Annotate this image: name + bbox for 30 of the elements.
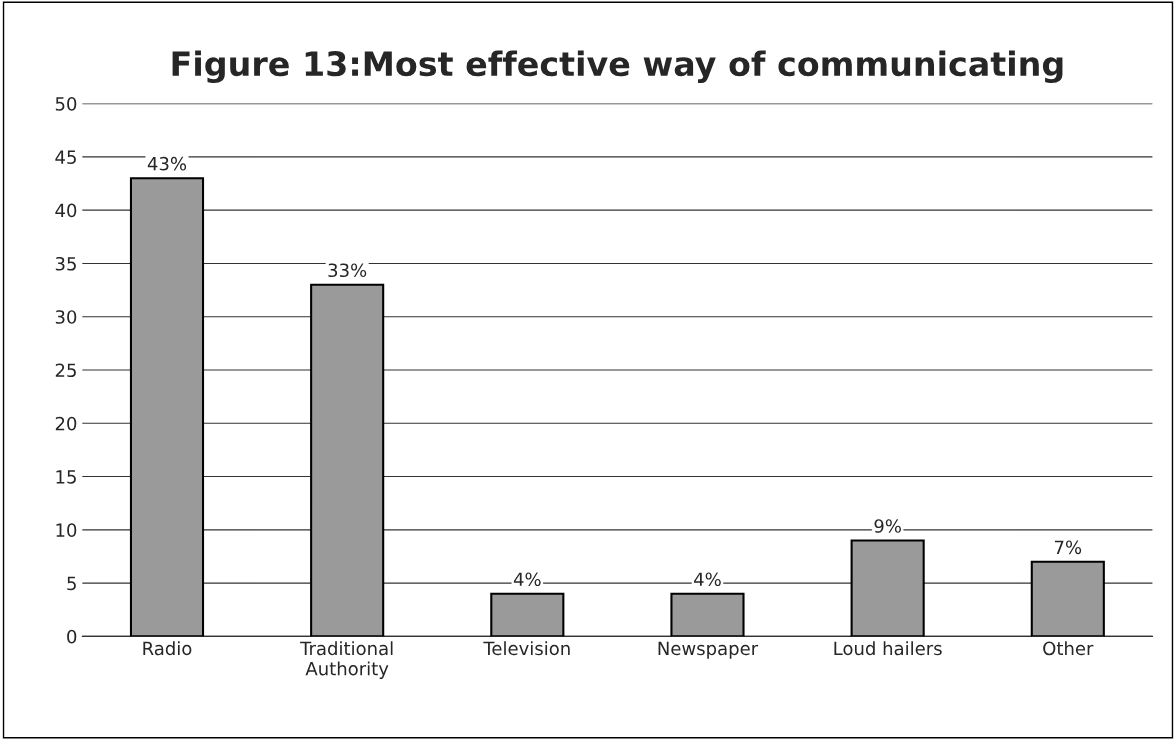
- x-tick-label: Radio: [143, 641, 192, 656]
- y-tick-label: 50: [55, 97, 77, 111]
- x-tick-label: Newspaper: [658, 641, 759, 659]
- data-label: 7%: [1054, 540, 1082, 555]
- bar: [850, 539, 925, 637]
- bar: [129, 177, 205, 637]
- y-tick-label: 15: [56, 470, 76, 484]
- y-tick-label: 40: [55, 203, 77, 218]
- bar: [1030, 560, 1105, 637]
- data-label: 4%: [513, 572, 541, 587]
- x-tick-label: Other: [1043, 641, 1094, 656]
- y-tick-label: 30: [55, 310, 77, 324]
- x-tick-label: Television: [483, 641, 570, 656]
- bar: [670, 592, 745, 637]
- bar: [310, 283, 385, 637]
- y-tick-label: 35: [55, 256, 76, 271]
- data-label: 33%: [328, 263, 367, 278]
- y-tick-label: 45: [55, 150, 76, 164]
- data-label: 4%: [694, 572, 721, 587]
- data-label: 43%: [147, 156, 187, 171]
- bar: [490, 592, 565, 637]
- y-tick-label: 20: [55, 416, 77, 431]
- x-tick-label: Loud hailers: [834, 641, 942, 656]
- data-label: 9%: [874, 519, 901, 533]
- y-tick-label: 5: [67, 576, 76, 591]
- x-tick-label: Traditional Authority: [300, 641, 393, 679]
- chart-title: Figure 13:Most effective way of communicating: [172, 50, 1063, 84]
- y-tick-label: 0: [67, 629, 77, 644]
- y-tick-label: 25: [55, 363, 76, 378]
- y-tick-label: 10: [56, 523, 77, 537]
